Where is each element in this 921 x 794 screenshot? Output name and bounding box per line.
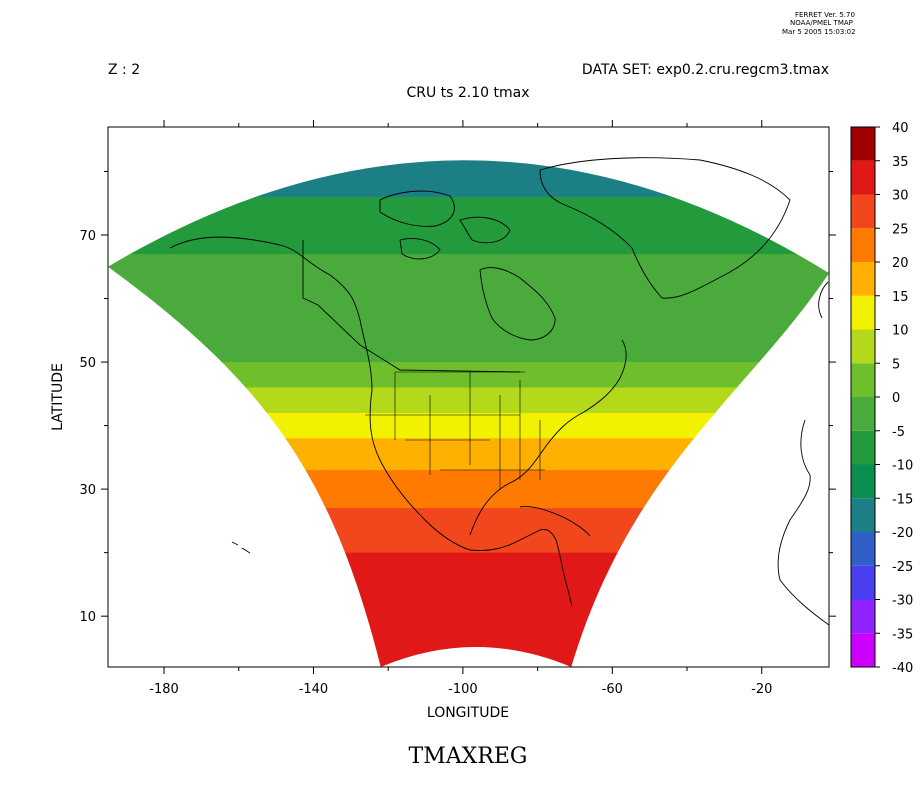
colorbar-label: -15: [892, 492, 913, 507]
colorbar-label: -30: [892, 594, 913, 609]
canada-border: [302, 240, 521, 373]
colorbar-label: 40: [892, 121, 909, 136]
temperature-band: [108, 160, 829, 198]
colorbar-label: 25: [892, 222, 909, 237]
colorbar-swatch: [851, 295, 875, 330]
plot-frame: [107, 126, 830, 668]
colorbar-swatch: [851, 599, 875, 634]
temperature-band: [108, 254, 829, 319]
europe-africa: [777, 281, 829, 626]
colorbar-label: -40: [892, 661, 913, 676]
colorbar-swatch: [851, 194, 875, 229]
temperature-band: [108, 362, 829, 389]
x-tick-label: -20: [751, 682, 772, 697]
colorbar-swatch: [851, 160, 875, 195]
plot-area: [108, 95, 829, 667]
hudson-bay: [479, 267, 556, 341]
temperature-band: [108, 438, 829, 472]
colorbar-label: 5: [892, 357, 900, 372]
y-tick-label: 10: [79, 610, 96, 625]
colorbar-label: -20: [892, 526, 913, 541]
x-axis-label: LONGITUDE: [427, 705, 509, 721]
temperature-band: [108, 470, 829, 510]
colorbar-swatch: [851, 363, 875, 397]
colorbar-swatch: [851, 397, 875, 431]
y-tick-label: 30: [79, 483, 96, 498]
colorbar-label: 35: [892, 155, 909, 170]
x-tick-label: -140: [299, 682, 329, 697]
plot-title: CRU ts 2.10 tmax: [406, 85, 529, 101]
colorbar: -40 -35 -30 -25 -20 -15 -10 -5 0 5 10 15 20 25 30 35 40: [850, 121, 913, 676]
hawaii: [231, 541, 251, 554]
colorbar-swatch: [851, 127, 875, 161]
temperature-band: [108, 552, 829, 605]
colorbar-label: -35: [892, 627, 913, 642]
x-tick-label: -180: [149, 682, 179, 697]
colorbar-label: -5: [892, 425, 905, 440]
temperature-band: [108, 196, 829, 256]
colorbar-label: 10: [892, 324, 909, 339]
colorbar-swatch: [851, 430, 875, 465]
coastlines: [169, 157, 829, 626]
ferret-org: NOAA/PMEL TMAP: [790, 19, 853, 27]
colorbar-swatch: [851, 565, 875, 600]
dataset-label: DATA SET: exp0.2.cru.regcm3.tmax: [582, 62, 829, 78]
footer-title: TMAXREG: [409, 744, 528, 769]
colorbar-swatch: [851, 464, 875, 499]
colorbar-swatch: [851, 532, 875, 566]
ferret-version: FERRET Ver. 5.70: [795, 11, 855, 19]
x-tick-label: -60: [602, 682, 623, 697]
y-axis-label: LATITUDE: [50, 363, 66, 431]
arctic-islands: [379, 190, 511, 260]
temperature-band: [108, 95, 829, 156]
colorbar-label: -10: [892, 459, 913, 474]
east-coast: [469, 339, 627, 536]
colorbar-label: 15: [892, 290, 909, 305]
temperature-band: [108, 508, 829, 554]
temperature-band: [108, 317, 829, 364]
temperature-band: [108, 387, 829, 414]
colorbar-swatch: [851, 498, 875, 532]
colorbar-label: 30: [892, 189, 909, 204]
colorbar-swatch: [851, 228, 875, 262]
z-label: Z : 2: [108, 62, 140, 78]
colorbar-swatch: [851, 633, 875, 667]
y-tick-label: 50: [79, 356, 96, 371]
cuba: [519, 506, 591, 537]
colorbar-label: 20: [892, 256, 909, 271]
us-states-grid: [365, 371, 545, 490]
x-axis: -180 -140 -100 -60 -20: [149, 120, 772, 697]
y-tick-label: 70: [79, 229, 96, 244]
temperature-band: [108, 412, 829, 440]
y-axis: 10 30 50 70: [79, 170, 836, 625]
x-tick-label: -100: [448, 682, 478, 697]
colorbar-label: 0: [892, 391, 900, 406]
colorbar-swatch: [851, 329, 875, 364]
colorbar-swatch: [851, 262, 875, 296]
colorbar-label: -25: [892, 560, 913, 575]
ferret-date: Mar 5 2005 15:03:02: [782, 28, 856, 36]
greenland: [539, 157, 791, 299]
temperature-field: [108, 95, 829, 667]
